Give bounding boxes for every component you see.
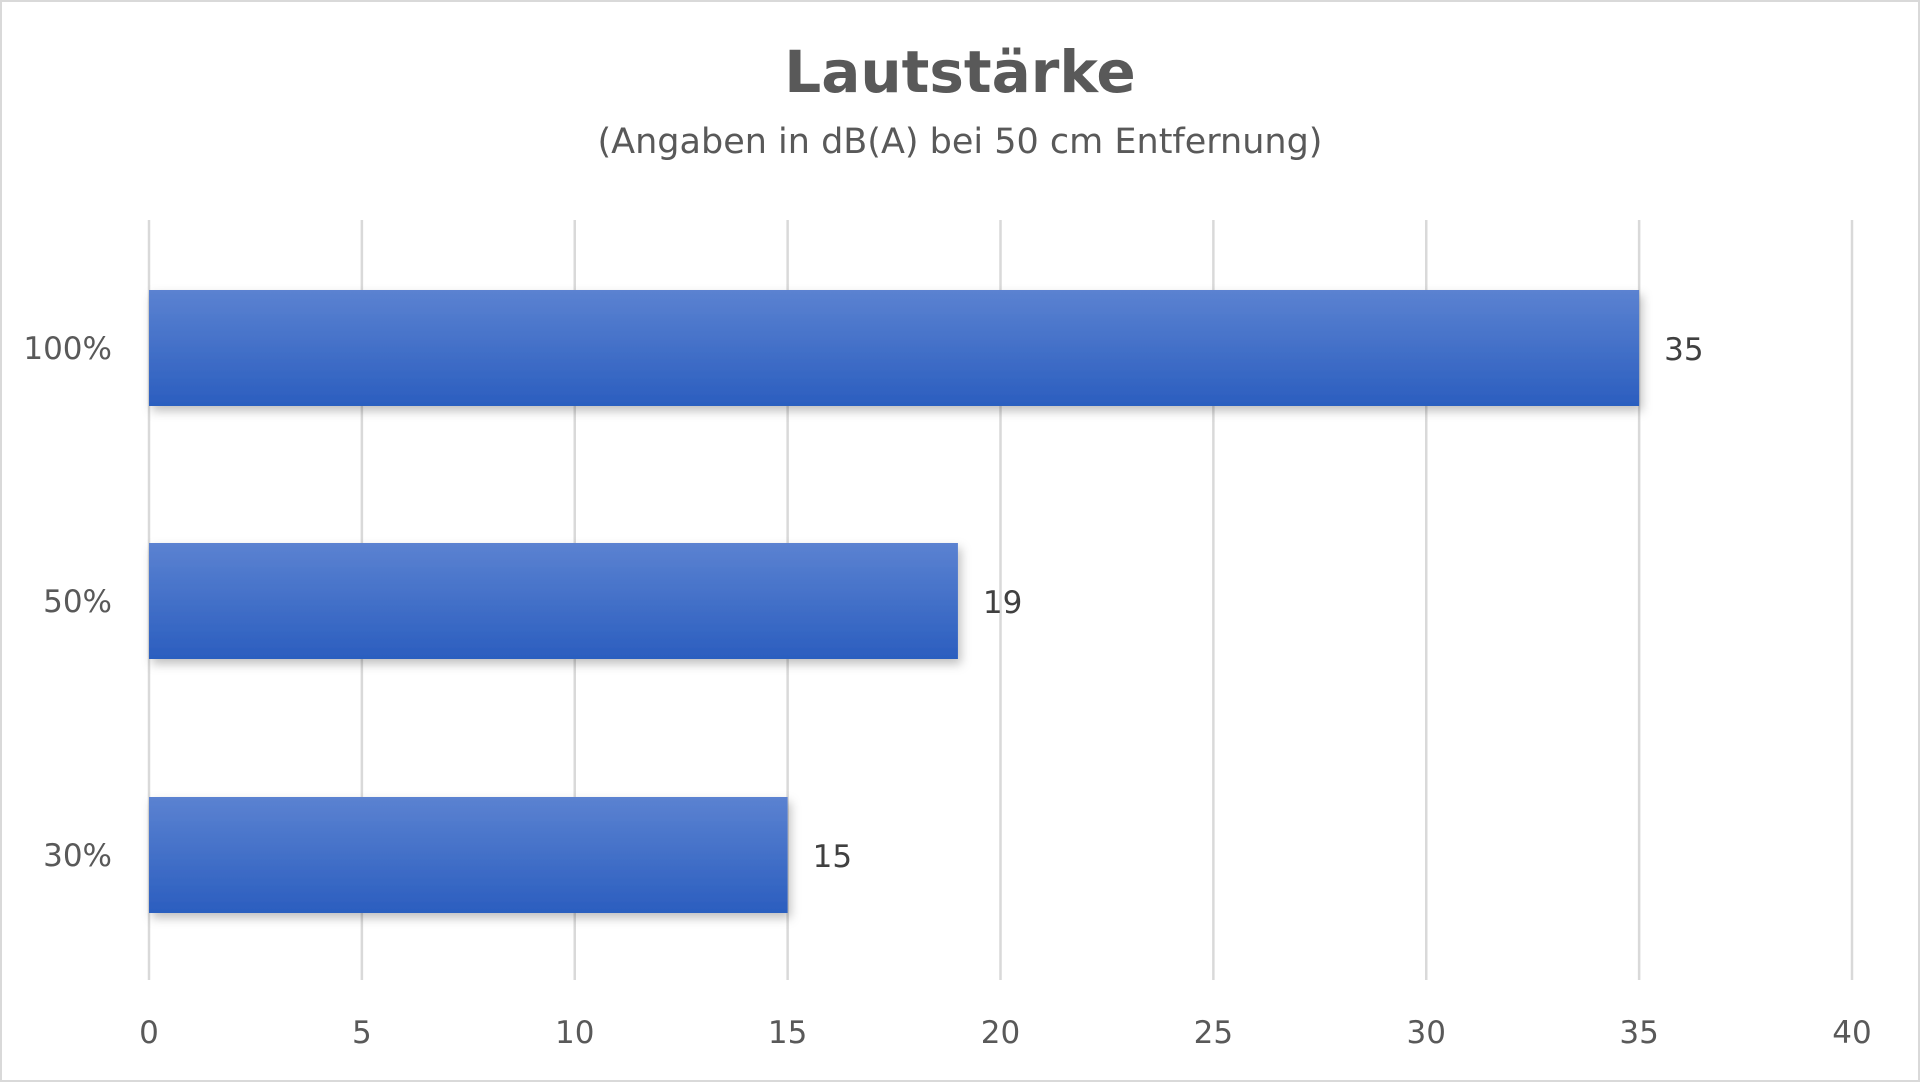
x-tick-label: 15 — [768, 1015, 807, 1051]
bar — [149, 797, 788, 913]
data-label: 15 — [813, 839, 852, 875]
x-tick-label: 20 — [981, 1015, 1020, 1051]
x-tick-label: 5 — [352, 1015, 372, 1051]
bar — [149, 543, 958, 659]
labels: 0 5 10 15 20 25 30 35 40 100% 35 50% 19 30% 15 — [23, 331, 1871, 1051]
x-tick-label: 40 — [1832, 1015, 1871, 1051]
x-tick-label: 30 — [1407, 1015, 1446, 1051]
x-tick-label: 0 — [139, 1015, 159, 1051]
category-label: 100% — [23, 331, 112, 367]
data-label: 35 — [1664, 332, 1703, 368]
bar — [149, 290, 1640, 406]
bars — [149, 290, 1640, 913]
chart-subtitle: (Angaben in dB(A) bei 50 cm Entfernung) — [597, 122, 1323, 162]
x-tick-label: 35 — [1619, 1015, 1658, 1051]
chart-title: Lautstärke — [784, 38, 1136, 106]
category-label: 50% — [43, 584, 112, 620]
data-label: 19 — [983, 585, 1022, 621]
category-label: 30% — [43, 838, 112, 874]
x-tick-label: 10 — [555, 1015, 594, 1051]
x-tick-label: 25 — [1194, 1015, 1233, 1051]
